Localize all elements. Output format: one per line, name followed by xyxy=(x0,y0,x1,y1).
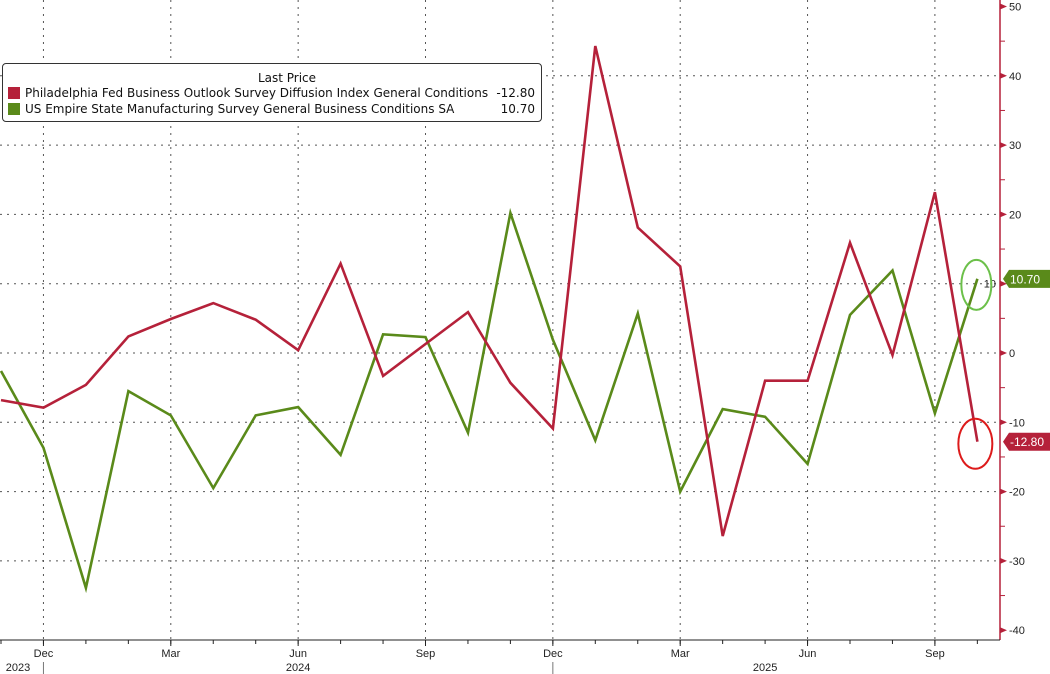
x-tick-label: Sep xyxy=(416,648,436,660)
x-year-label: 2023 xyxy=(6,662,30,674)
legend-header: Last Price xyxy=(257,71,317,85)
last-value-flag-philly xyxy=(1003,432,1050,451)
legend-value-philly: -12.80 xyxy=(496,86,535,100)
last-value-flag-empire xyxy=(1003,269,1050,288)
x-year-label: 2024 xyxy=(286,662,310,674)
y-tick-label: 0 xyxy=(1009,348,1015,360)
y-tick-label: 50 xyxy=(1009,2,1021,14)
y-tick-mark xyxy=(1000,627,1007,634)
last-value-label-empire: 10.70 xyxy=(1010,272,1040,286)
x-tick-label: Jun xyxy=(799,648,817,660)
y-tick-mark xyxy=(1000,142,1007,149)
series-line-philly xyxy=(0,45,979,537)
y-tick-label: -40 xyxy=(1009,625,1025,637)
y-tick-mark xyxy=(1000,211,1007,218)
y-tick-mark xyxy=(1000,419,1007,426)
legend-swatch-philly xyxy=(8,87,20,99)
legend-value-empire: 10.70 xyxy=(500,102,535,116)
x-tick-label: Mar xyxy=(161,648,180,660)
last-value-label-philly: -12.80 xyxy=(1010,435,1044,449)
y-tick-mark xyxy=(1000,488,1007,495)
y-tick-mark xyxy=(1000,3,1007,10)
highlight-circle-empire xyxy=(960,258,993,311)
x-tick-label: Dec xyxy=(543,648,563,660)
y-tick-label: 20 xyxy=(1009,209,1021,221)
y-tick-label: -10 xyxy=(1009,417,1025,429)
legend-label-philly: Philadelphia Fed Business Outlook Survey… xyxy=(25,86,489,100)
y-tick-mark xyxy=(1000,557,1007,564)
y-tick-label: -30 xyxy=(1009,556,1025,568)
y-tick-label: -20 xyxy=(1009,487,1025,499)
y-tick-label: 40 xyxy=(1009,71,1021,83)
legend: Last Price Philadelphia Fed Business Out… xyxy=(2,63,542,122)
y-tick-mark xyxy=(1000,350,1007,356)
x-year-label: 2025 xyxy=(753,662,777,674)
y-tick-label: 10 xyxy=(984,279,996,291)
legend-label-empire: US Empire State Manufacturing Survey Gen… xyxy=(25,102,455,116)
y-tick-label: 30 xyxy=(1009,140,1021,152)
series-line-empire xyxy=(0,207,979,594)
y-tick-mark xyxy=(1000,280,1007,287)
legend-item-philly: Philadelphia Fed Business Outlook Survey… xyxy=(3,85,541,101)
highlight-circle-philly xyxy=(957,417,994,470)
x-tick-label: Sep xyxy=(925,648,945,660)
x-tick-label: Dec xyxy=(34,648,54,660)
legend-swatch-empire xyxy=(8,103,20,115)
y-tick-mark xyxy=(1000,72,1007,79)
x-tick-label: Jun xyxy=(289,648,307,660)
legend-item-empire: US Empire State Manufacturing Survey Gen… xyxy=(3,101,541,117)
x-tick-label: Mar xyxy=(671,648,690,660)
